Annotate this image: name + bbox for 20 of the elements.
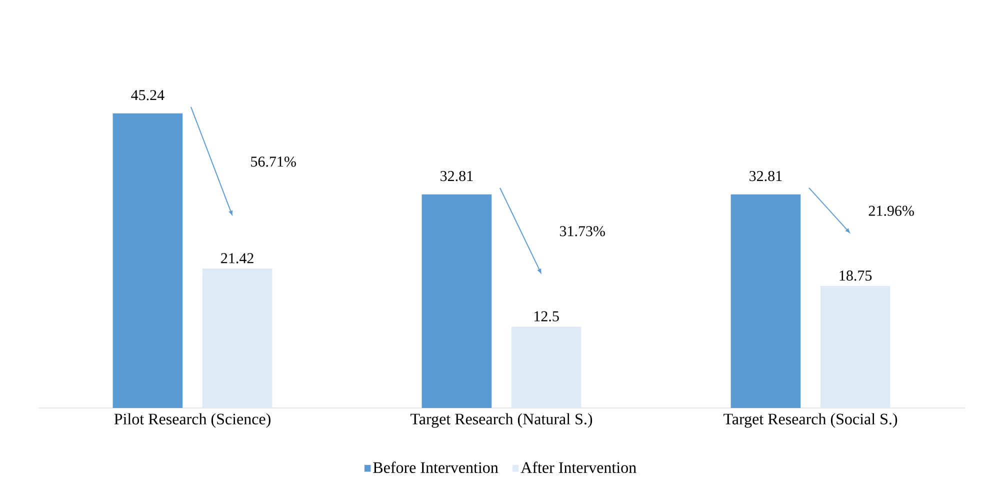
bar <box>511 326 582 408</box>
data-label: 18.75 <box>840 270 872 281</box>
annotation: 31.73% <box>560 226 605 236</box>
annotation: 21.96% <box>868 206 914 216</box>
data-label: 32.81 <box>750 170 782 182</box>
x-tick-label: Target Research (Social S.) <box>724 413 898 428</box>
x-tick-label: Target Research (Natural S.) <box>410 413 592 428</box>
bar <box>730 194 801 408</box>
bar <box>422 194 492 408</box>
annotation: 56.71% <box>251 156 296 167</box>
bar <box>202 268 272 408</box>
x-tick-label: Pilot Research (Science) <box>114 413 270 428</box>
data-label: 12.5 <box>534 311 559 322</box>
data-label: 32.81 <box>440 170 473 182</box>
legend-label: After Intervention <box>520 462 636 474</box>
data-label: 45.24 <box>131 90 164 100</box>
bar <box>820 286 890 408</box>
data-label: 21.42 <box>221 253 254 264</box>
bar <box>112 113 183 408</box>
legend-label: Before Intervention <box>373 462 498 474</box>
